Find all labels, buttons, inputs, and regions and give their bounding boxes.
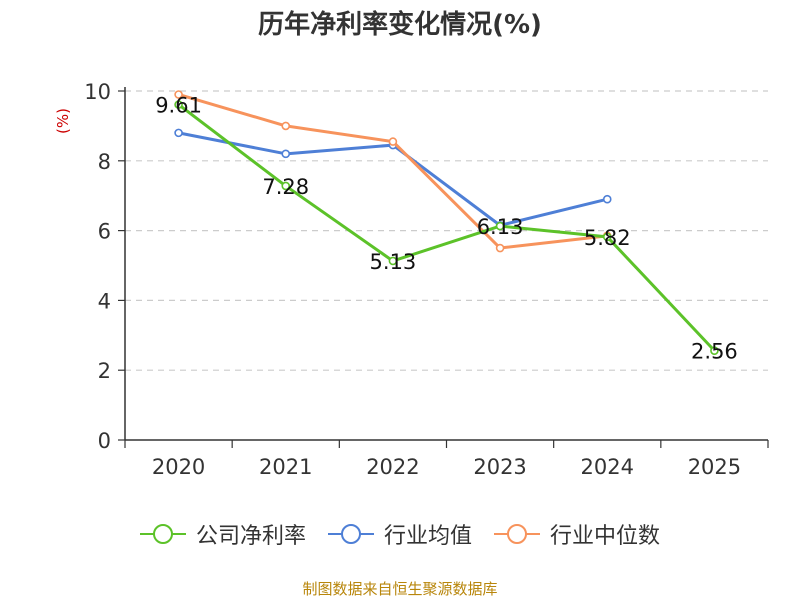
data-label: 7.28 [262,175,309,199]
x-tick-label: 2021 [259,455,312,479]
x-tick-label: 2024 [581,455,634,479]
chart-legend: 公司净利率 行业均值 行业中位数 [0,518,800,550]
data-point [388,137,398,146]
legend-marker-icon [327,524,374,544]
x-tick-label: 2022 [366,455,419,479]
series-line [178,93,608,250]
legend-label: 公司净利率 [195,524,306,549]
legend-label: 行业中位数 [550,524,661,549]
y-tick-label: 8 [98,150,111,174]
data-point [602,232,612,242]
legend-item-industry-mean[interactable]: 行业均值 [327,518,472,550]
data-label: 5.13 [370,250,417,274]
data-label: 5.82 [584,226,631,250]
chart-title: 历年净利率变化情况(%) [258,10,542,40]
legend-label: 行业均值 [383,524,472,549]
data-point [281,181,291,191]
x-tick-label: 2020 [152,455,205,479]
legend-marker-icon [139,524,186,544]
data-point [710,346,719,355]
data-point [495,221,505,231]
legend-item-company[interactable]: 公司净利率 [139,518,306,550]
data-label: 2.56 [691,340,738,364]
data-source-note: 制图数据来自恒生聚源数据库 [302,580,498,598]
y-tick-label: 2 [98,359,111,383]
data-point [495,243,505,253]
data-point [281,121,291,131]
y-tick-label: 6 [98,220,111,244]
series-line [177,103,716,352]
data-point [281,149,291,159]
y-tick-label: 10 [84,80,111,104]
y-tick-label: 0 [98,429,111,453]
legend-item-industry-median[interactable]: 行业中位数 [494,518,660,550]
data-point [388,256,398,266]
data-point [602,194,612,204]
legend-marker-icon [494,524,540,544]
data-label: 6.13 [477,215,524,239]
y-tick-label: 4 [98,289,111,313]
data-point [174,90,183,99]
x-tick-label: 2025 [688,455,741,479]
x-tick-label: 2023 [473,455,526,479]
data-label: 9.61 [155,94,202,118]
data-point [174,128,183,138]
data-point [174,100,183,109]
